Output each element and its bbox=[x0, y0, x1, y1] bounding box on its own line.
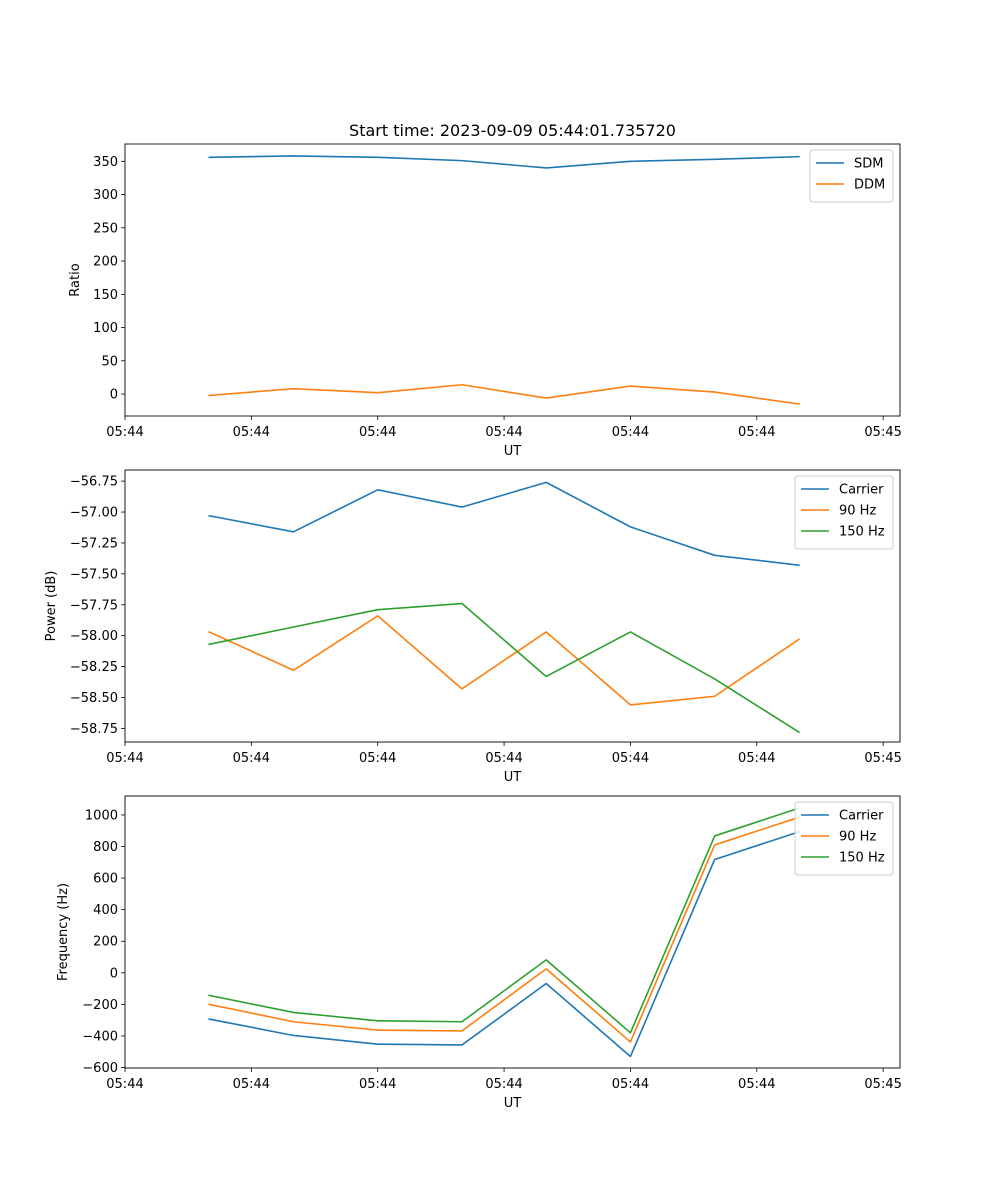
x-axis-label: UT bbox=[504, 770, 522, 785]
y-tick-label: 0 bbox=[110, 388, 118, 403]
x-tick-label: 05:44 bbox=[106, 425, 143, 440]
y-tick-label: −58.25 bbox=[70, 660, 118, 675]
x-tick-label: 05:44 bbox=[233, 1077, 270, 1092]
y-tick-label: 100 bbox=[93, 321, 118, 336]
legend-label-sdm: SDM bbox=[854, 157, 883, 172]
series-line-90-hz bbox=[208, 816, 800, 1043]
power-chart-panel: 05:44 05:44 05:44 05:44 05:44 05:44 05:45 −56.7… bbox=[44, 469, 902, 785]
x-tick-label: 05:44 bbox=[612, 751, 649, 766]
y-tick-label: 400 bbox=[93, 903, 118, 918]
ratio-plot-area: 05:44 05:44 05:44 05:44 05:44 05:44 05:45 0 50 10… bbox=[93, 143, 902, 440]
x-tick-label: 05:44 bbox=[612, 1077, 649, 1092]
x-axis-label: UT bbox=[504, 444, 522, 459]
x-tick-label: 05:44 bbox=[738, 1077, 775, 1092]
x-tick-label: 05:44 bbox=[485, 425, 522, 440]
frequency-plot-area: 05:44 05:44 05:44 05:44 05:44 05:44 05:45 −600 −… bbox=[82, 795, 902, 1092]
y-tick-label: 250 bbox=[93, 221, 118, 236]
x-tick-label: 05:44 bbox=[738, 751, 775, 766]
legend-label-150-hz: 150 Hz bbox=[839, 851, 885, 866]
x-tick-label: 05:44 bbox=[612, 425, 649, 440]
legend-label-ddm: DDM bbox=[854, 178, 885, 193]
x-tick-label: 05:44 bbox=[485, 1077, 522, 1092]
y-axis-label: Frequency (Hz) bbox=[56, 883, 71, 981]
ratio-chart-panel: Start time: 2023-09-09 05:44:01.735720 0… bbox=[68, 121, 902, 459]
x-tick-label: 05:44 bbox=[359, 425, 396, 440]
chart-title: Start time: 2023-09-09 05:44:01.735720 bbox=[349, 121, 676, 140]
x-tick-label: 05:44 bbox=[106, 751, 143, 766]
y-tick-label: 800 bbox=[93, 840, 118, 855]
series-line-carrier bbox=[208, 481, 800, 567]
legend-label-90-hz: 90 Hz bbox=[839, 830, 876, 845]
x-tick-label: 05:44 bbox=[359, 751, 396, 766]
series-line-150-hz bbox=[208, 602, 801, 734]
series-line-ddm bbox=[208, 383, 800, 405]
y-tick-label: −600 bbox=[82, 1061, 118, 1076]
y-tick-label: −57.25 bbox=[70, 536, 118, 551]
x-tick-label: 05:44 bbox=[738, 425, 775, 440]
y-tick-label: −58.75 bbox=[70, 722, 118, 737]
x-axis-label: UT bbox=[504, 1096, 522, 1111]
axes-frame bbox=[124, 795, 901, 1069]
axes-frame bbox=[124, 469, 901, 743]
y-tick-label: 350 bbox=[93, 155, 118, 170]
legend-label-90-hz: 90 Hz bbox=[839, 504, 876, 519]
frequency-chart-panel: 05:44 05:44 05:44 05:44 05:44 05:44 05:45 −600 −… bbox=[56, 795, 902, 1111]
legend: Carrier 90 Hz 150 Hz bbox=[794, 475, 894, 550]
y-tick-label: 600 bbox=[93, 872, 118, 887]
y-tick-label: −400 bbox=[82, 1029, 118, 1044]
x-tick-label: 05:44 bbox=[106, 1077, 143, 1092]
y-tick-label: −58.00 bbox=[70, 629, 118, 644]
x-tick-label: 05:44 bbox=[233, 751, 270, 766]
series-line-carrier bbox=[208, 830, 800, 1058]
series-line-150-hz bbox=[208, 807, 800, 1034]
axes-frame bbox=[124, 143, 901, 417]
y-tick-label: −57.00 bbox=[70, 506, 118, 521]
x-tick-label: 05:45 bbox=[864, 751, 901, 766]
y-tick-label: −57.75 bbox=[70, 598, 118, 613]
y-tick-label: 200 bbox=[93, 255, 118, 270]
power-plot-area: 05:44 05:44 05:44 05:44 05:44 05:44 05:45 −56.7… bbox=[70, 469, 902, 766]
x-tick-label: 05:44 bbox=[485, 751, 522, 766]
legend-label-carrier: Carrier bbox=[839, 483, 884, 498]
series-line-90-hz bbox=[208, 615, 801, 706]
legend-label-150-hz: 150 Hz bbox=[839, 525, 885, 540]
legend: Carrier 90 Hz 150 Hz bbox=[794, 801, 894, 876]
x-tick-label: 05:45 bbox=[864, 425, 901, 440]
y-tick-label: −57.50 bbox=[70, 567, 118, 582]
y-tick-label: 0 bbox=[110, 966, 118, 981]
legend-label-carrier: Carrier bbox=[839, 809, 884, 824]
y-axis-label: Ratio bbox=[68, 263, 83, 296]
legend: SDM DDM bbox=[809, 149, 894, 203]
series-line-sdm bbox=[208, 155, 800, 169]
y-tick-label: −200 bbox=[82, 998, 118, 1013]
y-tick-label: 1000 bbox=[85, 808, 118, 823]
y-tick-label: −58.50 bbox=[70, 691, 118, 706]
y-tick-label: 200 bbox=[93, 935, 118, 950]
y-tick-label: 150 bbox=[93, 288, 118, 303]
x-tick-label: 05:44 bbox=[233, 425, 270, 440]
y-tick-label: 50 bbox=[101, 354, 118, 369]
y-tick-label: 300 bbox=[93, 188, 118, 203]
y-tick-label: −56.75 bbox=[70, 475, 118, 490]
y-axis-label: Power (dB) bbox=[44, 571, 59, 642]
x-tick-label: 05:45 bbox=[864, 1077, 901, 1092]
x-tick-label: 05:44 bbox=[359, 1077, 396, 1092]
